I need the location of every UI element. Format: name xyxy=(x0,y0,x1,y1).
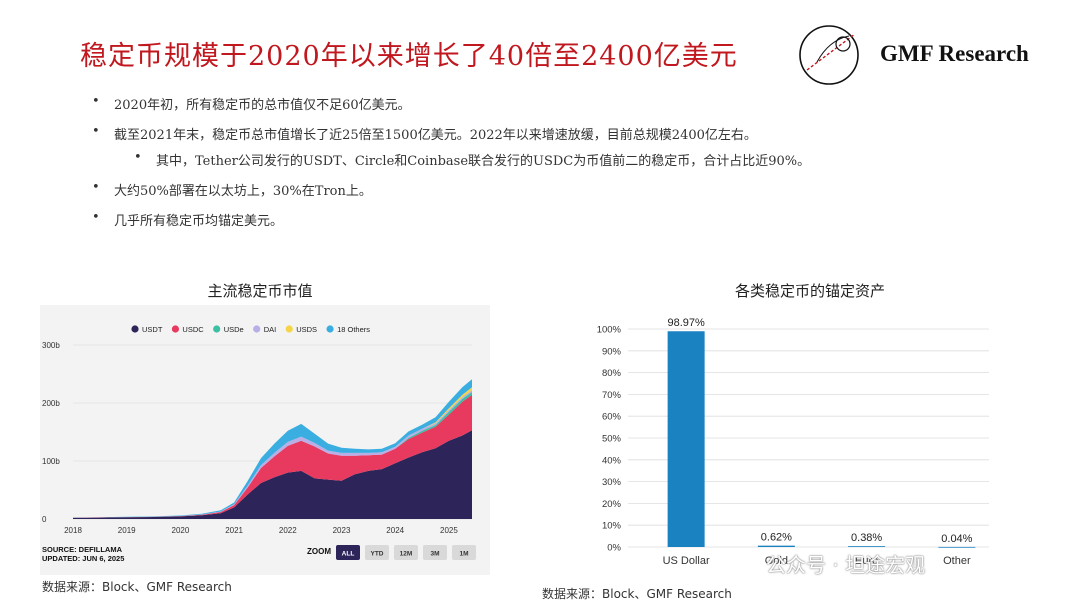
x-category-label: Other xyxy=(943,555,971,567)
x-category-label: Euro xyxy=(855,555,878,567)
x-tick-label: 2022 xyxy=(279,526,297,535)
right-source-note: 数据来源：Block、GMF Research xyxy=(542,587,732,601)
zoom-button-label[interactable]: ALL xyxy=(342,551,355,558)
y-tick-label: 40% xyxy=(602,455,622,466)
legend-swatch-usde xyxy=(213,325,221,333)
zoom-button-bg[interactable] xyxy=(365,545,389,560)
legend-label: USDT xyxy=(142,325,163,334)
y-tick-label: 100% xyxy=(597,325,622,336)
zoom-button-1m[interactable]: 1M xyxy=(452,545,476,560)
y-tick-label: 80% xyxy=(602,368,622,379)
brand-name: GMF Research xyxy=(880,41,1029,66)
bar-data-label: 0.62% xyxy=(761,532,792,544)
area-series-usdt xyxy=(73,430,472,519)
bar-data-label: 0.04% xyxy=(941,533,972,545)
zoom-label: ZOOM xyxy=(307,547,331,556)
legend-label: USDS xyxy=(296,325,317,334)
stablecoin-market-cap-panel: USDT USDC USDe DAI USDS 18 Others 0 100b 200b 300… xyxy=(40,305,490,575)
legend-swatch-usdc xyxy=(171,325,180,333)
bar-us-dollar xyxy=(667,331,705,547)
zoom-button-bg[interactable] xyxy=(452,545,476,560)
zoom-button-ytd[interactable]: YTD xyxy=(365,545,389,560)
bullet-text: 截至2021年末，稳定币总市值增长了近25倍至1500亿美元。2022年以来增速… xyxy=(114,128,757,143)
page-title: 稳定币规模于2020年以来增长了40倍至2400亿美元 xyxy=(80,41,738,72)
x-tick-label: 2018 xyxy=(64,526,82,535)
legend-swatch-usds xyxy=(285,325,293,333)
y-tick-label: 10% xyxy=(602,521,622,532)
x-category-label: Gold xyxy=(765,555,788,567)
bullet-dot: • xyxy=(92,180,100,195)
zoom-button-label[interactable]: 3M xyxy=(430,551,439,558)
bullet-dot: • xyxy=(92,94,100,109)
stacked-area-chart: USDT USDC USDe DAI USDS 18 Others 0 100b 200b 300… xyxy=(42,325,476,563)
legend-label: USDC xyxy=(182,325,204,334)
legend-label: DAI xyxy=(264,325,277,334)
zoom-button-12m[interactable]: 12M xyxy=(394,545,418,560)
area-series-usdc xyxy=(73,394,472,518)
bar-euro xyxy=(848,546,886,547)
x-tick-label: 2021 xyxy=(225,526,243,535)
bullet-text: 大约50%部署在以太坊上，30%在Tron上。 xyxy=(114,184,372,199)
legend-swatch-dai xyxy=(253,325,261,333)
legend-label: USDe xyxy=(224,325,244,334)
y-tick-label: 300b xyxy=(42,341,60,350)
source-label: SOURCE: DEFILLAMA xyxy=(42,545,123,554)
y-tick-label: 30% xyxy=(602,477,622,488)
y-tick-label: 100b xyxy=(42,457,60,466)
y-tick-label: 60% xyxy=(602,412,622,423)
watermark-text: 公众号 · 坦途宏观 xyxy=(766,553,926,577)
legend-swatch-18-others xyxy=(326,325,334,333)
bar-gold xyxy=(757,545,795,547)
zoom-button-all[interactable]: ALL xyxy=(336,545,360,560)
x-tick-label: 2024 xyxy=(386,526,404,535)
bar-data-label: 98.97% xyxy=(667,317,705,329)
bullet-dot: • xyxy=(92,210,100,225)
zoom-button-bg[interactable] xyxy=(394,545,418,560)
x-tick-label: 2023 xyxy=(333,526,351,535)
legend-label: 18 Others xyxy=(337,325,370,334)
zoom-button-bg[interactable] xyxy=(336,545,360,560)
right-chart-heading: 各类稳定币的锚定资产 xyxy=(734,282,885,300)
bar-other xyxy=(938,546,976,548)
y-tick-label: 90% xyxy=(602,346,622,357)
chart-legend: USDT USDC USDe DAI USDS 18 Others xyxy=(131,325,370,334)
y-tick-label: 20% xyxy=(602,499,622,510)
y-tick-label: 70% xyxy=(602,390,622,401)
peg-asset-bar-chart: 0% 10% 20% 30% 40% 50% 60% 70% 80% 90% 100% 98.97% U… xyxy=(597,317,989,567)
bullet-dot: • xyxy=(92,124,100,139)
bar-data-label: 0.38% xyxy=(851,532,882,544)
y-tick-label: 0% xyxy=(607,543,621,554)
zoom-button-bg[interactable] xyxy=(423,545,447,560)
y-tick-label: 50% xyxy=(602,434,622,445)
x-tick-label: 2019 xyxy=(118,526,136,535)
updated-label: UPDATED: JUN 6, 2025 xyxy=(42,554,124,563)
y-tick-label: 200b xyxy=(42,399,60,408)
zoom-button-label[interactable]: 12M xyxy=(400,551,413,558)
x-tick-label: 2025 xyxy=(440,526,458,535)
zoom-button-3m[interactable]: 3M xyxy=(423,545,447,560)
bullet-text: 几乎所有稳定币均锚定美元。 xyxy=(114,214,284,229)
left-source-note: 数据来源：Block、GMF Research xyxy=(42,580,232,594)
gmf-logo-icon xyxy=(799,25,859,85)
bullet-text: 其中，Tether公司发行的USDT、Circle和Coinbase联合发行的U… xyxy=(156,154,811,169)
area-series-18-others xyxy=(73,379,472,518)
legend-swatch-usdt xyxy=(131,325,139,333)
zoom-button-label[interactable]: 1M xyxy=(459,551,468,558)
left-chart-heading: 主流稳定币市值 xyxy=(207,282,313,300)
x-tick-label: 2020 xyxy=(172,526,190,535)
zoom-button-label[interactable]: YTD xyxy=(371,551,384,558)
x-category-label: US Dollar xyxy=(663,555,710,567)
y-tick-label: 0 xyxy=(42,515,47,524)
bullet-text: 2020年初，所有稳定币的总市值仅不足60亿美元。 xyxy=(114,98,411,113)
bullet-dot: • xyxy=(134,150,142,165)
